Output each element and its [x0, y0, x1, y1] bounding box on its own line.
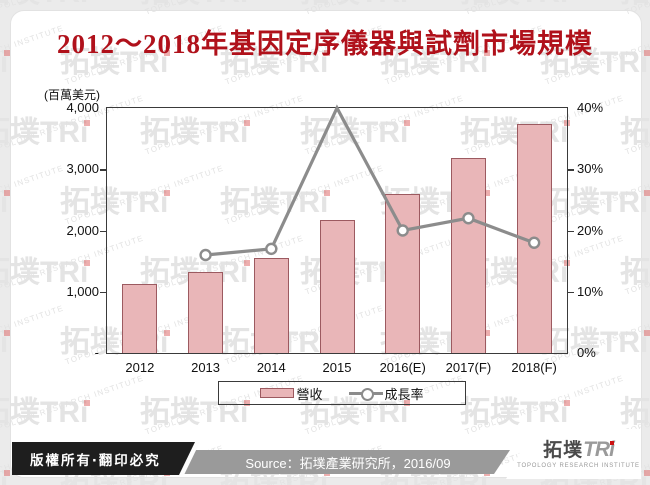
- x-axis-label-2013: 2013: [191, 360, 221, 375]
- bar-2013: [188, 272, 224, 353]
- right-axis-tick-label: 10%: [577, 283, 604, 299]
- right-axis-tick-mark: [567, 291, 574, 294]
- chart-plot-area: 4,000 3,000 2,000 1,000 - 40% 30% 20% 10% 0% 2012 2…: [66, 100, 603, 375]
- right-axis-tick-label: 20%: [577, 222, 604, 238]
- x-axis-label-2017(F): 2017(F): [445, 360, 492, 375]
- tri-logo-red-dot: [609, 440, 614, 445]
- right-axis-tick-mark: [567, 230, 574, 232]
- copyright-badge: 版權所有‧翻印必究: [12, 442, 195, 475]
- legend-label-revenue: 營收: [296, 386, 323, 402]
- left-axis-tick-label: 4,000: [66, 100, 99, 115]
- right-axis-tick-mark: [567, 169, 574, 171]
- growth-line-icon: [348, 387, 383, 401]
- x-axis-label-2016(E): 2016(E): [379, 360, 426, 375]
- source-text: Source：拓墣產業研究所，2016/09: [245, 455, 451, 471]
- x-axis-label-2018(F): 2018(F): [511, 360, 557, 375]
- legend-label-growth: 成長率: [384, 386, 424, 402]
- copyright-text: 版權所有‧翻印必究: [30, 452, 161, 468]
- tri-logo-latin: TRi: [583, 437, 615, 461]
- left-axis-tick-mark: [100, 291, 107, 294]
- bar-2017(F): [450, 158, 486, 353]
- right-axis-tick-label: 0%: [577, 345, 596, 360]
- right-axis-tick-label: 30%: [577, 161, 604, 177]
- tri-logo-caption: TOPOLOGY RESEARCH INSTITUTE: [517, 462, 640, 469]
- tri-logo-chinese: 拓墣: [543, 439, 584, 461]
- x-axis-label-2012: 2012: [125, 360, 155, 375]
- page-title: 2012～2018年基因定序儀器與試劑市場規模: [57, 29, 593, 59]
- legend-item-revenue: 營收: [260, 384, 323, 403]
- bar-2014: [253, 258, 289, 353]
- left-axis-tick-mark: [100, 169, 107, 171]
- growth-marker-2018(F): [527, 236, 541, 249]
- tri-logo: 拓墣 TRi TOPOLOGY RESEARCH INSTITUTE: [506, 429, 641, 479]
- growth-marker-2016(E): [396, 224, 409, 237]
- growth-marker-2013: [199, 248, 212, 262]
- growth-rate-line: [199, 104, 541, 262]
- bar-2016(E): [385, 193, 421, 353]
- left-axis-tick-label: -: [94, 345, 99, 360]
- growth-marker-2014: [265, 242, 278, 256]
- x-axis-label-2015: 2015: [322, 360, 352, 375]
- left-axis-unit-label: (百萬美元): [44, 88, 100, 102]
- revenue-swatch: [260, 388, 295, 398]
- left-axis-tick-label: 3,000: [66, 161, 99, 177]
- growth-marker-2017(F): [462, 212, 475, 225]
- legend-item-growth: 成長率: [348, 384, 424, 403]
- chart-legend: 營收 成長率: [218, 381, 466, 405]
- right-axis-tick-label: 40%: [577, 100, 604, 115]
- left-axis-tick-label: 1,000: [66, 283, 99, 299]
- bar-2012: [122, 283, 158, 353]
- left-axis-tick-label: 2,000: [66, 222, 99, 238]
- left-axis-tick-mark: [100, 230, 107, 232]
- x-axis-label-2014: 2014: [256, 360, 286, 375]
